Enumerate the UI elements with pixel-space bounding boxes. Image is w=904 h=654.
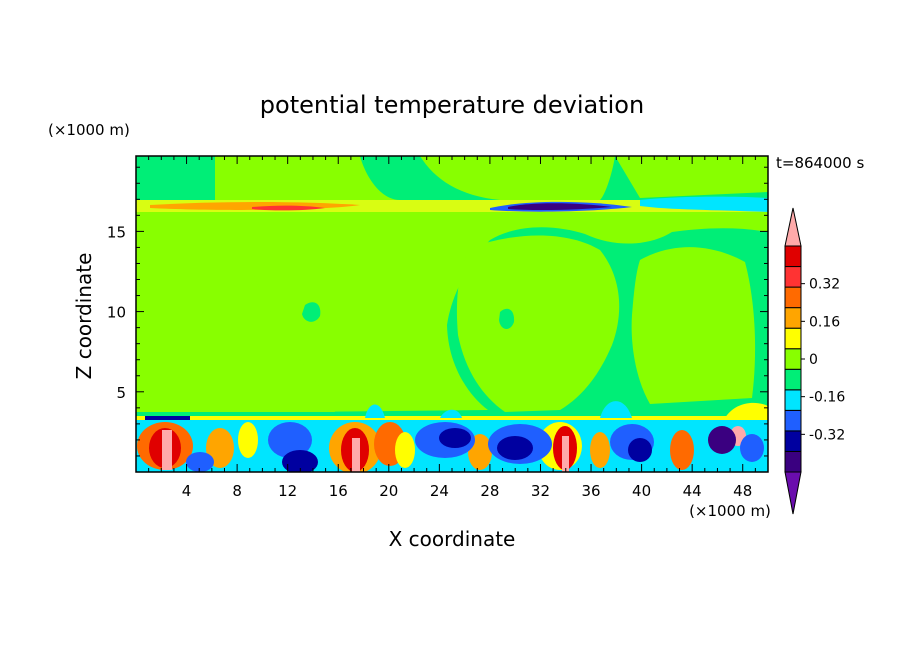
time-label: t=864000 s — [776, 154, 864, 172]
colorbar-extend-low — [784, 471, 802, 515]
bl-cold-cell — [268, 422, 312, 458]
bl-cyan-bump-3 — [600, 401, 632, 418]
boundary-layer-cold-line — [145, 416, 190, 420]
x-tick-label: 4 — [182, 482, 192, 500]
bl-cyan-bump-2 — [440, 409, 462, 418]
x-tick-label: 36 — [581, 482, 600, 500]
bl-warm-cell — [590, 432, 610, 468]
bl-cold-cell — [186, 452, 214, 472]
y-unit-label: (×1000 m) — [48, 121, 130, 139]
plot-area — [136, 156, 768, 472]
colorbar-extend-high — [784, 207, 802, 247]
colorbar-segment — [784, 327, 802, 350]
bl-warm-core — [352, 438, 360, 472]
bl-cold-cell — [708, 426, 736, 454]
contour-region-left-tongue — [136, 232, 335, 412]
bl-cold-cell — [497, 436, 533, 460]
colorbar-segment — [784, 368, 802, 391]
bl-cold-cells — [186, 422, 764, 472]
bl-warm-cell — [206, 428, 234, 468]
x-tick-label: 40 — [632, 482, 651, 500]
x-unit-label: (×1000 m) — [689, 502, 771, 520]
bl-cyan-bump-1 — [365, 404, 385, 418]
colorbar-segment — [784, 450, 802, 473]
bl-warm-cell — [670, 430, 694, 470]
colorbar-label: 0.16 — [809, 314, 840, 330]
bl-warm-cell — [395, 432, 415, 468]
bl-yellow-bump — [725, 402, 768, 418]
colorbar-label: -0.16 — [809, 390, 845, 406]
contour-region-center-plume — [456, 235, 620, 412]
bl-warm-cells — [137, 422, 746, 472]
contour-region-right-plume — [631, 247, 756, 404]
x-axis-label: X coordinate — [389, 527, 516, 551]
bl-cold-cell — [628, 438, 652, 462]
bl-warm-core — [562, 436, 569, 472]
colorbar-segment — [784, 266, 802, 288]
x-tick-label: 24 — [430, 482, 449, 500]
contour-region-center-hole — [499, 308, 515, 329]
x-tick-label: 16 — [329, 482, 348, 500]
x-tick-label: 12 — [278, 482, 297, 500]
colorbar-label: 0.32 — [809, 277, 840, 293]
bl-cold-cell — [282, 450, 318, 472]
contour-region-upper-left — [136, 156, 400, 200]
contour-region-left-hole — [302, 302, 321, 322]
colorbar-segment — [784, 286, 802, 309]
colorbar-segment — [784, 430, 802, 452]
colorbar-segment — [784, 348, 802, 370]
colorbar-segment — [784, 245, 802, 268]
tropopause-red-streak — [252, 205, 325, 211]
colorbar-segment — [784, 409, 802, 432]
x-tick-label: 32 — [531, 482, 550, 500]
contour-region-right-top — [615, 156, 768, 198]
bl-warm-core — [162, 430, 172, 470]
x-tick-label: 28 — [480, 482, 499, 500]
x-tick-label: 8 — [232, 482, 242, 500]
bl-warm-cell — [238, 422, 258, 458]
colorbar: 0.32 0.16 0 -0.16 -0.32 — [784, 207, 845, 515]
colorbar-segment — [784, 389, 802, 411]
y-tick-label: 5 — [116, 384, 126, 402]
x-tick-label: 44 — [683, 482, 702, 500]
colorbar-label: -0.32 — [809, 427, 845, 443]
bl-cold-cell — [439, 428, 471, 448]
y-tick-label: 15 — [107, 223, 126, 241]
contour-region-upper-right — [420, 156, 615, 200]
tropopause-cyan-patch — [640, 196, 768, 212]
x-tick-label: 20 — [379, 482, 398, 500]
colorbar-segment — [784, 307, 802, 329]
tropopause-purple-lens — [508, 203, 612, 211]
y-axis-label: Z coordinate — [72, 253, 96, 380]
y-tick-label: 10 — [107, 304, 126, 322]
x-tick-label: 48 — [733, 482, 752, 500]
bl-cold-cell — [740, 434, 764, 462]
colorbar-label: 0 — [809, 352, 818, 368]
chart-title: potential temperature deviation — [260, 91, 644, 119]
